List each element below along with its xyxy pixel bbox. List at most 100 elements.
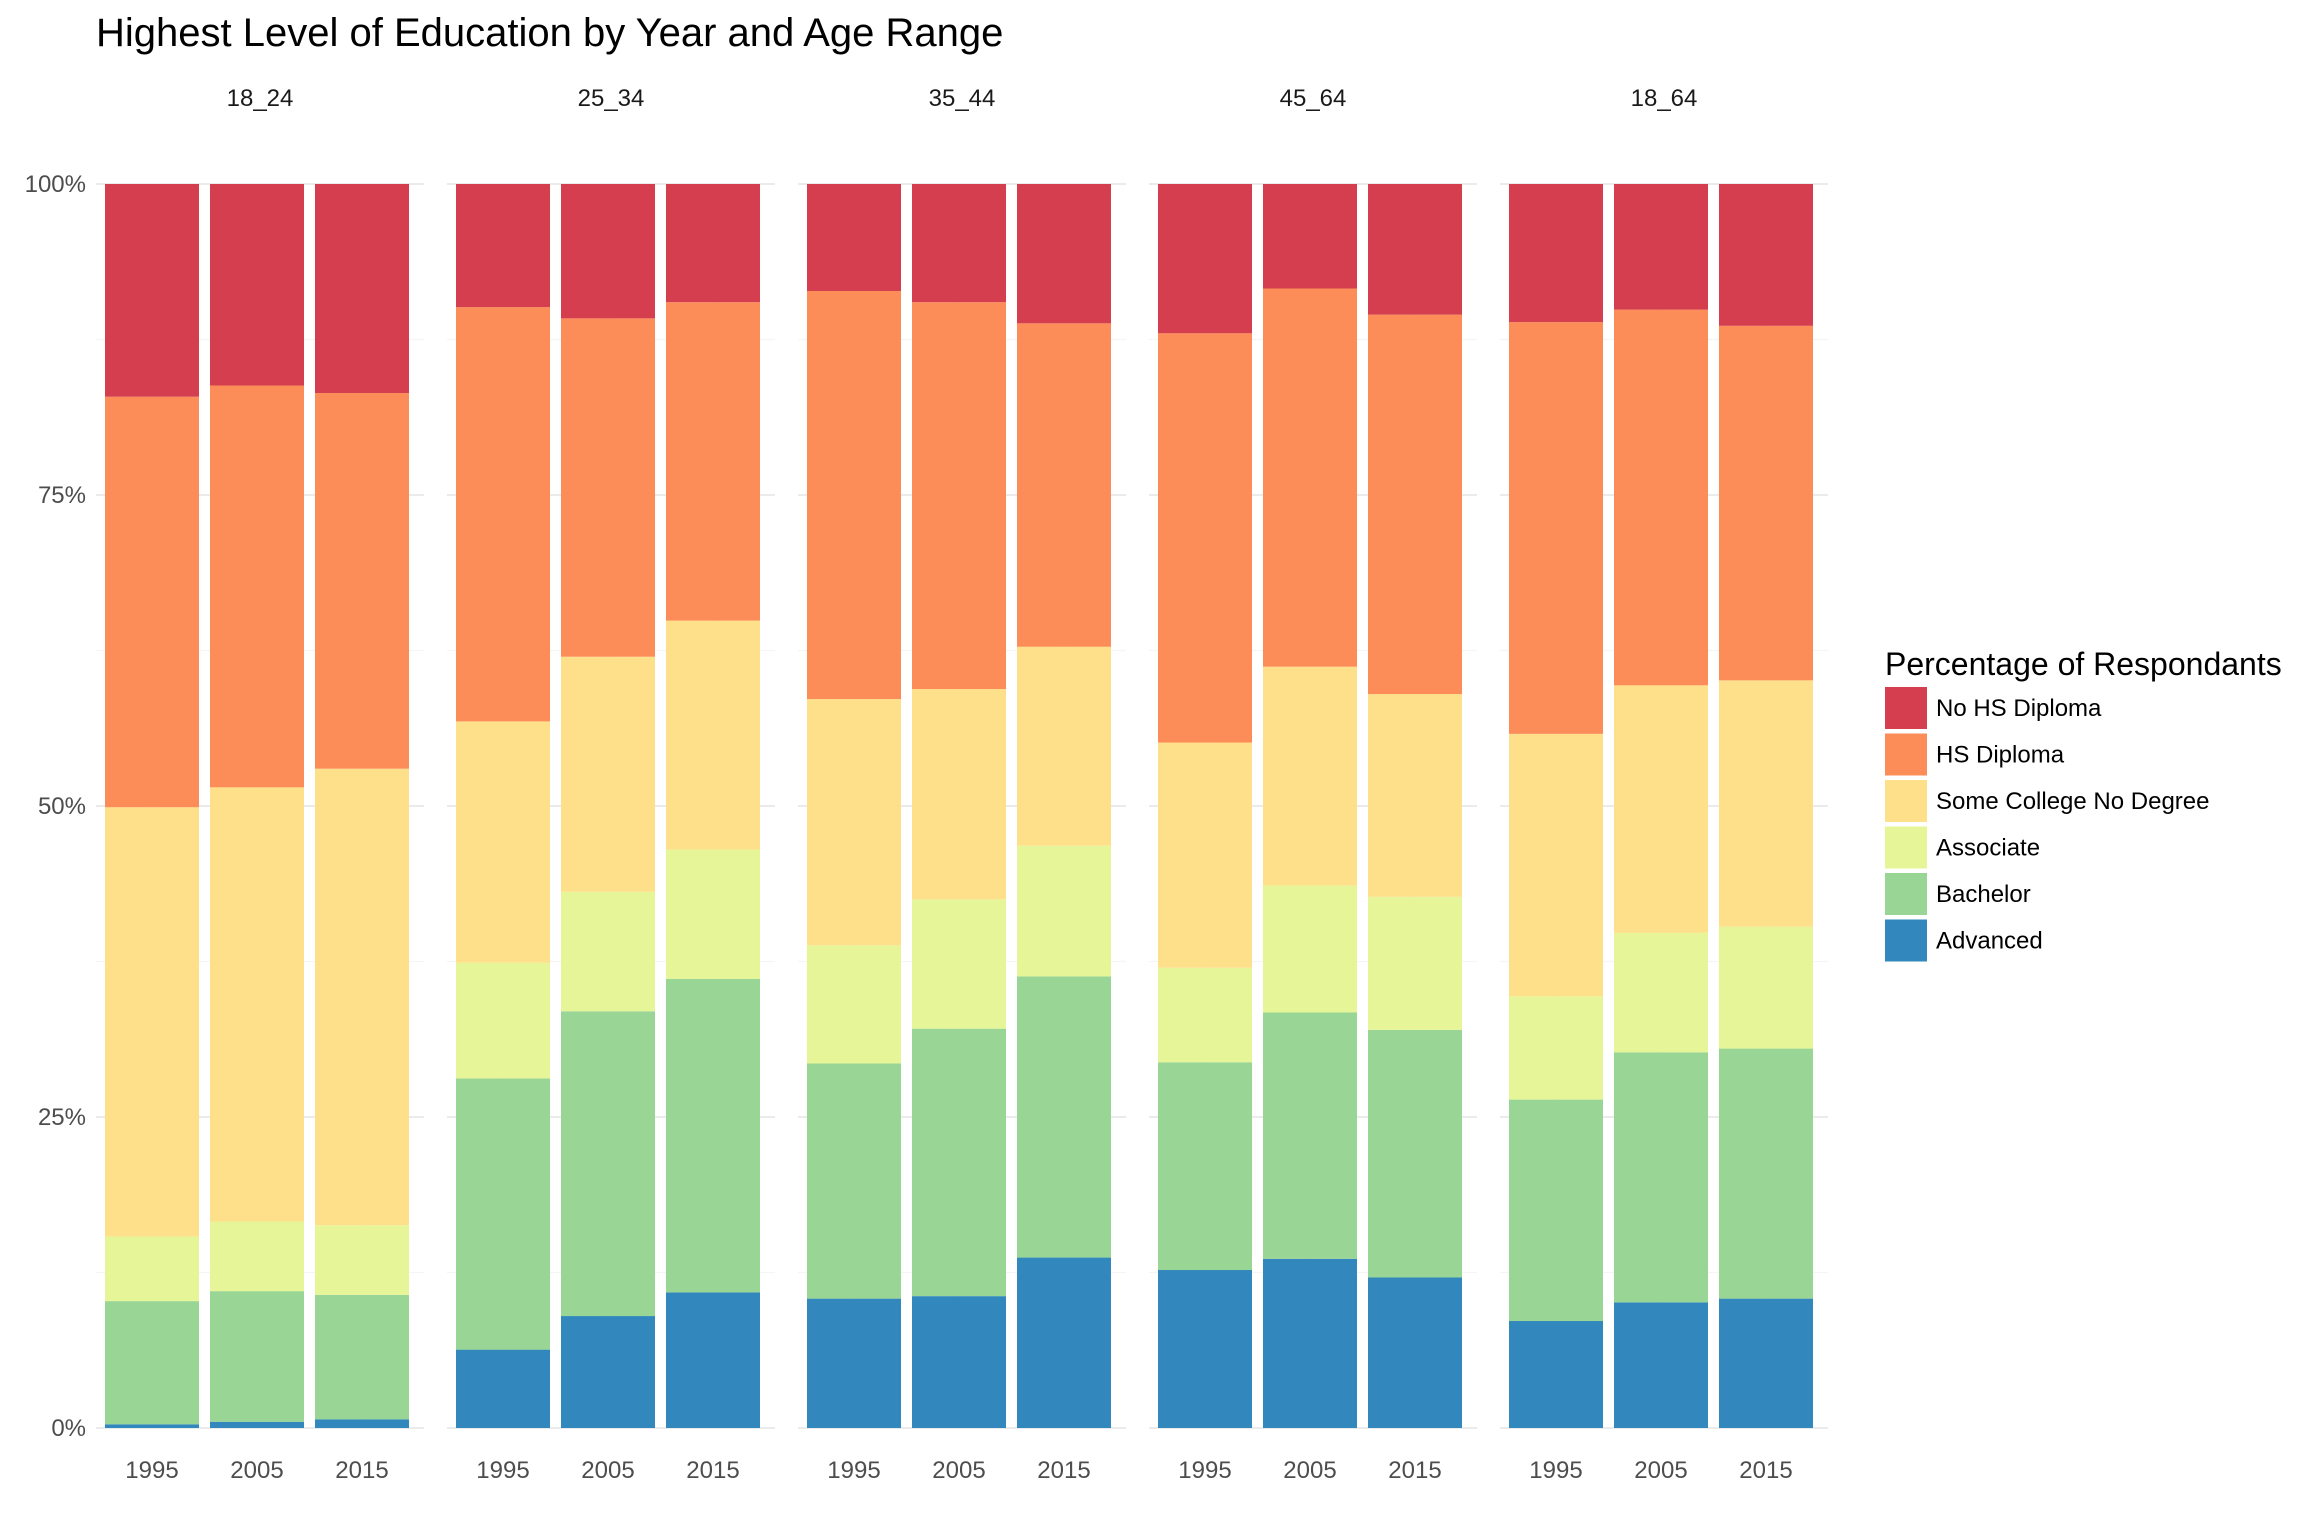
bar-segment-associate bbox=[210, 1221, 304, 1292]
bar-segment-bachelor bbox=[105, 1301, 199, 1425]
bar-segment-bachelor bbox=[315, 1294, 409, 1420]
x-tick-label: 2015 bbox=[335, 1457, 388, 1484]
bar-segment-no-hs-diploma bbox=[315, 184, 409, 393]
bar-segment-some-college-no-degree bbox=[666, 620, 760, 850]
bar-segment-advanced bbox=[912, 1296, 1006, 1428]
bar-segment-no-hs-diploma bbox=[1263, 184, 1357, 289]
bar-segment-some-college-no-degree bbox=[1017, 646, 1111, 846]
bar-18-24-2015 bbox=[315, 184, 409, 1428]
bar-segment-advanced bbox=[1158, 1270, 1252, 1428]
bar-25-34-1995 bbox=[456, 184, 550, 1428]
y-tick-label: 0% bbox=[51, 1415, 86, 1442]
bar-segment-bachelor bbox=[807, 1063, 901, 1299]
legend-swatch bbox=[1885, 873, 1927, 915]
bar-45-64-2005 bbox=[1263, 184, 1357, 1428]
bar-segment-some-college-no-degree bbox=[1719, 680, 1813, 927]
strip-label: 18_64 bbox=[1631, 85, 1698, 112]
bar-segment-some-college-no-degree bbox=[807, 699, 901, 946]
bar-segment-associate bbox=[456, 962, 550, 1079]
x-tick-label: 2005 bbox=[932, 1457, 985, 1484]
legend: Percentage of Respondants No HS Diploma H… bbox=[1885, 646, 2282, 962]
bar-25-34-2005 bbox=[561, 184, 655, 1428]
bar-segment-no-hs-diploma bbox=[456, 184, 550, 308]
legend-label: Associate bbox=[1936, 835, 2040, 862]
bar-segment-hs-diploma bbox=[666, 302, 760, 621]
bar-segment-bachelor bbox=[456, 1078, 550, 1350]
strip-label: 45_64 bbox=[1280, 85, 1347, 112]
panel-18-64: 18_64 1995 2005 2015 bbox=[1500, 85, 1828, 1484]
x-tick-label: 2015 bbox=[1739, 1457, 1792, 1484]
bar-segment-bachelor bbox=[561, 1011, 655, 1317]
bar-segment-bachelor bbox=[666, 978, 760, 1293]
bar-segment-some-college-no-degree bbox=[1263, 666, 1357, 886]
bar-segment-some-college-no-degree bbox=[456, 721, 550, 963]
bar-segment-advanced bbox=[666, 1292, 760, 1428]
bar-segment-advanced bbox=[1509, 1321, 1603, 1428]
bar-segment-hs-diploma bbox=[561, 318, 655, 657]
legend-item: HS Diploma bbox=[1885, 733, 2065, 776]
y-tick-label: 75% bbox=[38, 482, 86, 509]
bar-segment-some-college-no-degree bbox=[1509, 733, 1603, 997]
bar-segment-bachelor bbox=[912, 1028, 1006, 1297]
bar-segment-no-hs-diploma bbox=[1719, 184, 1813, 326]
bar-segment-bachelor bbox=[1368, 1029, 1462, 1278]
x-tick-label: 1995 bbox=[125, 1457, 178, 1484]
strip-label: 35_44 bbox=[929, 85, 996, 112]
bar-segment-some-college-no-degree bbox=[561, 656, 655, 892]
panel-35-44: 35_44 1995 2005 2015 bbox=[798, 85, 1126, 1484]
panel-45-64: 45_64 1995 2005 2015 bbox=[1149, 85, 1477, 1484]
x-tick-label: 2015 bbox=[1388, 1457, 1441, 1484]
bar-segment-hs-diploma bbox=[1368, 314, 1462, 695]
legend-title: Percentage of Respondants bbox=[1885, 646, 2282, 682]
bar-segment-bachelor bbox=[1509, 1099, 1603, 1322]
bar-segment-no-hs-diploma bbox=[666, 184, 760, 303]
bar-35-44-1995 bbox=[807, 184, 901, 1428]
x-tick-label: 1995 bbox=[1178, 1457, 1231, 1484]
bar-18-64-1995 bbox=[1509, 184, 1603, 1428]
bar-segment-associate bbox=[315, 1225, 409, 1295]
bar-segment-associate bbox=[105, 1236, 199, 1302]
bar-segment-advanced bbox=[1368, 1277, 1462, 1428]
bar-segment-associate bbox=[1719, 926, 1813, 1049]
x-tick-label: 1995 bbox=[476, 1457, 529, 1484]
chart-title: Highest Level of Education by Year and A… bbox=[96, 11, 1003, 55]
legend-label: Some College No Degree bbox=[1936, 788, 2209, 815]
legend-item: Bachelor bbox=[1885, 873, 2031, 915]
bar-45-64-2015 bbox=[1368, 184, 1462, 1428]
bar-segment-no-hs-diploma bbox=[807, 184, 901, 291]
bar-35-44-2005 bbox=[912, 184, 1006, 1428]
bar-segment-bachelor bbox=[1719, 1048, 1813, 1299]
legend-label: Advanced bbox=[1936, 928, 2043, 955]
bar-segment-no-hs-diploma bbox=[1509, 184, 1603, 323]
bar-segment-some-college-no-degree bbox=[105, 807, 199, 1237]
bar-segment-advanced bbox=[561, 1316, 655, 1428]
bar-45-64-1995 bbox=[1158, 184, 1252, 1428]
legend-item: Some College No Degree bbox=[1885, 780, 2209, 822]
bar-segment-no-hs-diploma bbox=[1158, 184, 1252, 334]
x-tick-label: 2015 bbox=[1037, 1457, 1090, 1484]
bar-segment-advanced bbox=[1614, 1302, 1708, 1428]
bar-segment-no-hs-diploma bbox=[210, 184, 304, 386]
bar-segment-some-college-no-degree bbox=[1614, 685, 1708, 933]
bar-18-24-2005 bbox=[210, 184, 304, 1428]
y-tick-label: 100% bbox=[25, 171, 86, 198]
bar-segment-advanced bbox=[1017, 1257, 1111, 1428]
legend-item: No HS Diploma bbox=[1885, 687, 2102, 729]
facet-panels: 18_24 1995 2005 2015 25_34 1995 2005 2015 35_44 1… bbox=[96, 85, 1828, 1484]
legend-items: No HS Diploma HS Diploma Some College No D… bbox=[1885, 687, 2209, 962]
legend-swatch bbox=[1885, 826, 1927, 869]
bar-segment-advanced bbox=[105, 1424, 199, 1428]
bar-segment-associate bbox=[1158, 967, 1252, 1063]
legend-item: Associate bbox=[1885, 826, 2040, 869]
bar-18-64-2005 bbox=[1614, 184, 1708, 1428]
legend-swatch bbox=[1885, 687, 1927, 729]
bar-segment-bachelor bbox=[1158, 1062, 1252, 1271]
bar-segment-hs-diploma bbox=[456, 307, 550, 722]
legend-swatch bbox=[1885, 919, 1927, 962]
bar-segment-hs-diploma bbox=[1614, 309, 1708, 686]
x-tick-label: 2005 bbox=[581, 1457, 634, 1484]
bar-segment-advanced bbox=[315, 1419, 409, 1428]
bar-segment-bachelor bbox=[1017, 976, 1111, 1258]
bar-segment-hs-diploma bbox=[315, 392, 409, 769]
strip-label: 25_34 bbox=[578, 85, 645, 112]
